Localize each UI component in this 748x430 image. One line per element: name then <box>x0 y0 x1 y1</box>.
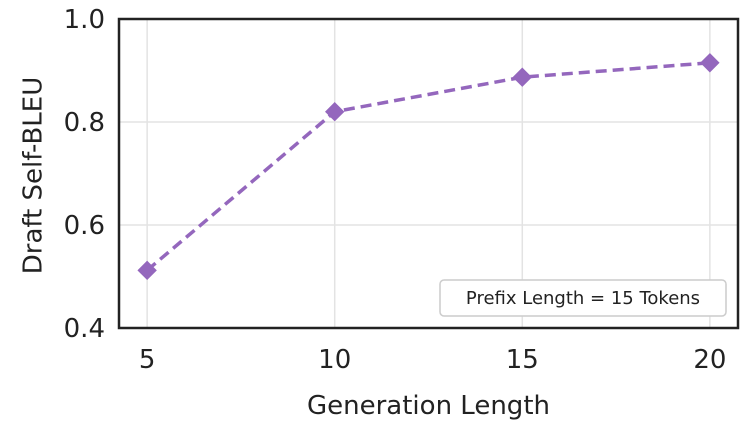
annotation-text: Prefix Length = 15 Tokens <box>466 288 700 309</box>
data-point-marker <box>700 53 720 73</box>
annotation-box-frame <box>439 279 727 317</box>
x-tick-label: 5 <box>139 345 156 375</box>
x-axis-label: Generation Length <box>307 391 550 421</box>
x-tick-label: 15 <box>506 345 539 375</box>
series-line <box>146 61 710 272</box>
data-point-marker <box>512 67 532 87</box>
y-tick-label: 0.8 <box>64 108 105 138</box>
y-axis-label: Draft Self-BLEU <box>19 77 49 275</box>
data-point-marker <box>325 101 345 122</box>
data-point-marker <box>137 260 157 281</box>
x-tick-label: 20 <box>693 345 726 375</box>
plot-frame <box>117 17 740 330</box>
x-tick-label: 10 <box>318 345 351 375</box>
y-axis-ticks: 0.4 0.6 0.8 1.0 <box>64 5 105 344</box>
y-tick-label: 0.4 <box>64 314 105 344</box>
x-axis-ticks: 5 10 15 20 <box>139 345 727 375</box>
annotation-box: Prefix Length = 15 Tokens <box>439 279 727 317</box>
y-tick-label: 1.0 <box>64 5 105 35</box>
series-layer <box>137 53 720 281</box>
y-tick-label: 0.6 <box>64 211 105 241</box>
